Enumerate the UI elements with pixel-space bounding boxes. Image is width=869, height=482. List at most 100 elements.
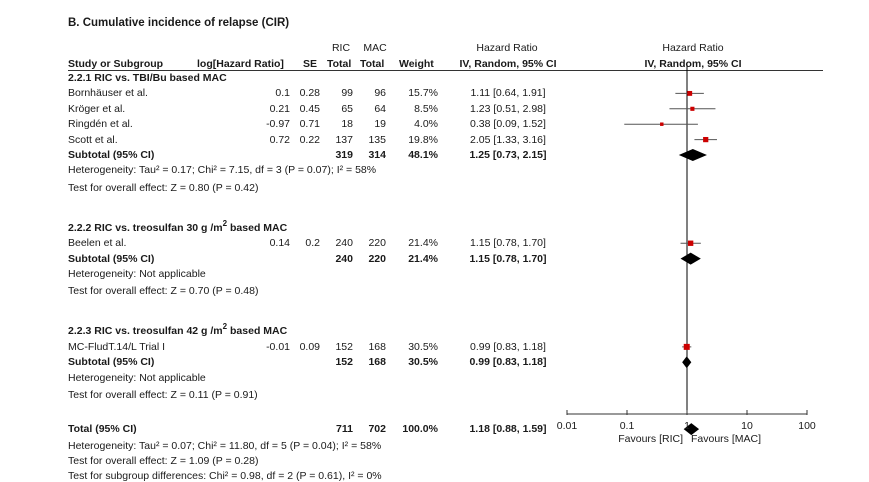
- study-ric-total: 99: [341, 87, 353, 100]
- study-name: Bornhäuser et al.: [68, 87, 148, 100]
- favours-ric-label: Favours [RIC]: [618, 433, 683, 445]
- hazard-ratio-header-left: Hazard Ratio: [476, 42, 538, 54]
- superscript: 2: [222, 218, 228, 228]
- overall-effect-text: Test for overall effect: Z = 0.70 (P = 0…: [68, 285, 259, 298]
- subtotal-ric: 319: [335, 149, 353, 161]
- heading-tail: based MAC: [227, 325, 288, 338]
- study-hr-ci: 0.38 [0.09, 1.52]: [470, 118, 546, 131]
- study-name: MC-FludT.14/L Trial I: [68, 340, 166, 353]
- study-se: 0.09: [299, 340, 320, 353]
- chart-title: B. Cumulative incidence of relapse (CIR): [68, 17, 290, 29]
- point-estimate-square: [687, 240, 694, 246]
- study-loghr: 0.14: [269, 237, 290, 250]
- se-header: SE: [303, 58, 318, 70]
- subtotal-label: Subtotal (95% CI): [68, 356, 155, 369]
- study-se: 0.22: [299, 133, 320, 146]
- study-mac-total: 64: [374, 102, 386, 115]
- point-estimate-square: [687, 90, 693, 96]
- subtotal-label: Subtotal (95% CI): [68, 149, 155, 161]
- study-hr-ci: 1.15 [0.78, 1.70]: [470, 237, 546, 250]
- pooled-diamond: [683, 423, 700, 436]
- group-heading-suffix: 2 based MAC: [222, 218, 288, 235]
- study-name: Beelen et al.: [68, 237, 127, 250]
- point-estimate-square: [703, 136, 709, 143]
- group-heading: 2.2.3 RIC vs. treosulfan 42 g /m: [68, 325, 223, 338]
- subtotal-ric: 152: [335, 356, 353, 369]
- study-ric-total: 152: [335, 340, 353, 353]
- total-header-mac: Total: [360, 58, 385, 70]
- total-hr-ci: 1.18 [0.88, 1.59]: [469, 423, 547, 436]
- weight-header: Weight: [399, 58, 434, 70]
- study-weight: 15.7%: [408, 87, 438, 100]
- study-se: 0.45: [299, 102, 320, 115]
- hazard-ratio-header-right: Hazard Ratio: [662, 42, 724, 54]
- study-hr-ci: 1.23 [0.51, 2.98]: [470, 102, 546, 115]
- method-header-right: IV, Random, 95% CI: [644, 58, 742, 70]
- study-weight: 21.4%: [408, 237, 438, 250]
- study-mac-total: 168: [368, 340, 386, 353]
- loghr-header: log[Hazard Ratio]: [197, 58, 284, 70]
- heterogeneity-text: Heterogeneity: Not applicable: [68, 371, 206, 384]
- subtotal-ric: 240: [335, 252, 353, 265]
- x-axis-tick-label: 10: [741, 420, 753, 432]
- study-se: 0.28: [299, 87, 320, 100]
- study-name: Scott et al.: [68, 133, 118, 146]
- subtotal-mac: 220: [368, 252, 386, 265]
- point-estimate-square: [690, 106, 695, 111]
- study-ric-total: 18: [341, 118, 353, 131]
- method-header-left: IV, Random, 95% CI: [459, 58, 557, 70]
- pooled-diamond: [678, 149, 707, 161]
- overall-effect-text: Test for overall effect: Z = 0.11 (P = 0…: [68, 389, 258, 402]
- study-ric-total: 137: [335, 133, 353, 146]
- total-header-ric: Total: [327, 58, 352, 70]
- favours-mac-label: Favours [MAC]: [691, 433, 761, 445]
- total-mac: 702: [368, 423, 386, 436]
- subtotal-mac: 168: [368, 356, 386, 369]
- group-heading: 2.2.2 RIC vs. treosulfan 30 g /m: [68, 221, 223, 234]
- subtotal-weight: 21.4%: [408, 252, 438, 265]
- subtotal-mac: 314: [368, 149, 386, 161]
- study-ric-total: 65: [341, 102, 353, 115]
- total-ric: 711: [336, 423, 353, 436]
- study-mac-total: 135: [368, 133, 386, 146]
- heterogeneity-text: Heterogeneity: Tau² = 0.17; Chi² = 7.15,…: [68, 164, 377, 177]
- footer-line: Test for overall effect: Z = 1.09 (P = 0…: [68, 454, 259, 467]
- study-name: Ringdén et al.: [68, 118, 133, 131]
- point-estimate-square: [683, 343, 690, 350]
- study-loghr: 0.72: [269, 133, 290, 146]
- heading-tail: based MAC: [227, 221, 288, 234]
- study-loghr: -0.97: [266, 118, 290, 131]
- study-hr-ci: 2.05 [1.33, 3.16]: [470, 133, 546, 146]
- footer-line: Test for subgroup differences: Chi² = 0.…: [68, 470, 382, 482]
- group-heading: 2.2.1 RIC vs. TBI/Bu based MAC: [68, 72, 227, 84]
- x-axis-tick-label: 0.1: [620, 420, 635, 432]
- pooled-diamond: [680, 252, 701, 265]
- total-weight: 100.0%: [402, 423, 438, 436]
- x-axis-tick-label: 100: [798, 420, 816, 432]
- study-weight: 8.5%: [414, 102, 438, 115]
- study-mac-total: 220: [368, 237, 386, 250]
- heterogeneity-text: Heterogeneity: Not applicable: [68, 268, 206, 281]
- study-se: 0.71: [299, 118, 320, 131]
- subtotal-weight: 48.1%: [408, 149, 438, 161]
- study-name: Kröger et al.: [68, 102, 126, 115]
- study-weight: 4.0%: [414, 118, 438, 131]
- x-axis-tick-label: 0.01: [557, 420, 578, 432]
- study-weight: 30.5%: [408, 340, 438, 353]
- pooled-diamond: [682, 356, 692, 369]
- footer-line: Heterogeneity: Tau² = 0.07; Chi² = 11.80…: [68, 439, 382, 452]
- study-se: 0.2: [305, 237, 320, 250]
- study-hr-ci: 0.99 [0.83, 1.18]: [470, 340, 546, 353]
- subtotal-hr-ci: 1.25 [0.73, 2.15]: [469, 149, 547, 161]
- mac-header: MAC: [363, 42, 387, 54]
- superscript: 2: [222, 322, 228, 332]
- header-underline: [68, 70, 823, 71]
- study-loghr: 0.21: [269, 102, 290, 115]
- subtotal-hr-ci: 1.15 [0.78, 1.70]: [469, 252, 547, 265]
- ric-header: RIC: [331, 42, 351, 54]
- study-weight: 19.8%: [408, 133, 438, 146]
- study-hr-ci: 1.11 [0.64, 1.91]: [470, 87, 546, 100]
- subtotal-weight: 30.5%: [408, 356, 438, 369]
- study-loghr: -0.01: [266, 340, 290, 353]
